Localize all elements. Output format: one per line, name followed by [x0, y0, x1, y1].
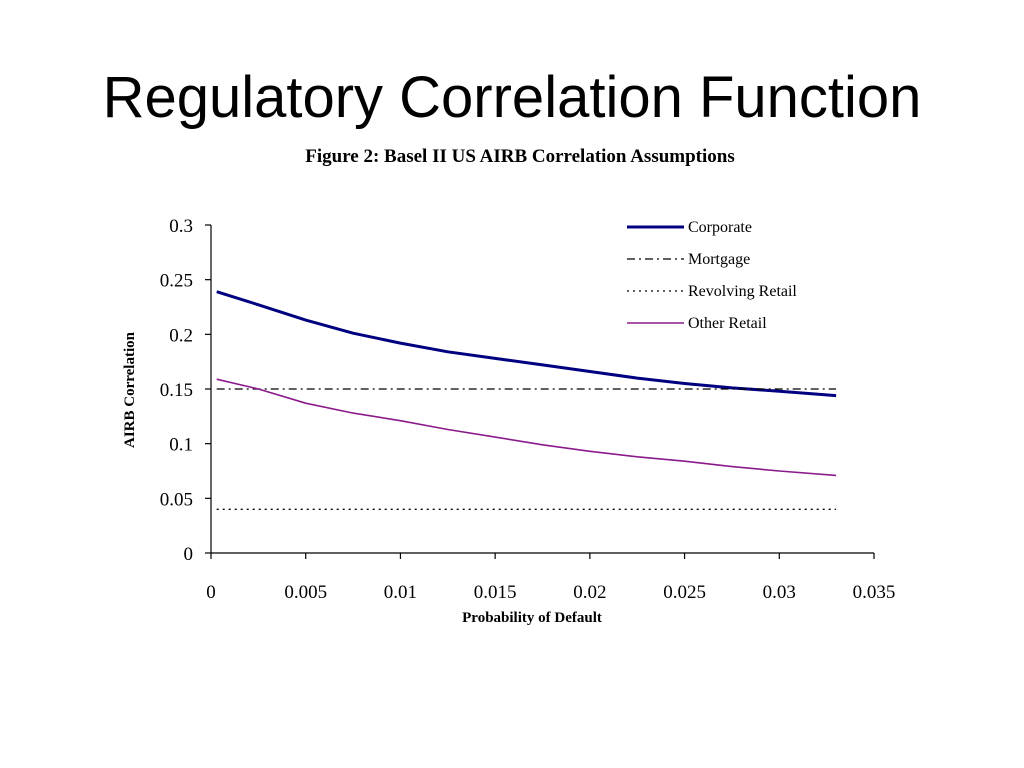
series-line-other-retail: [216, 378, 837, 477]
legend-label-mortgage: Mortgage: [688, 251, 750, 268]
chart-plot-area: [216, 290, 837, 510]
chart-axes: 0 0.05 0.1 0.15 0.2 0.25 0.3 0 0.005 0.01 0.015 0.0…: [160, 216, 896, 603]
x-tick-label: 0.015: [474, 582, 517, 603]
y-tick-label: 0.2: [169, 325, 193, 346]
x-tick-label: 0: [206, 582, 216, 603]
x-tick-label: 0.02: [573, 582, 606, 603]
y-tick-label: 0: [184, 544, 194, 565]
y-tick-label: 0.1: [169, 435, 193, 456]
series-line-corporate: [216, 290, 837, 398]
y-tick-label: 0.05: [160, 489, 193, 510]
y-tick-label: 0.15: [160, 380, 193, 401]
chart-legend: Corporate Mortgage Revolving Retail Other R…: [627, 219, 797, 332]
x-tick-label: 0.035: [853, 582, 896, 603]
legend-label-revolving-retail: Revolving Retail: [688, 283, 797, 300]
x-axis-title: Probability of Default: [462, 610, 602, 626]
chart-title: Figure 2: Basel II US AIRB Correlation A…: [305, 146, 735, 167]
y-tick-label: 0.25: [160, 271, 193, 292]
x-tick-label: 0.01: [384, 582, 417, 603]
x-tick-label: 0.005: [284, 582, 327, 603]
slide-title: Regulatory Correlation Function: [102, 65, 922, 130]
legend-label-other-retail: Other Retail: [688, 315, 767, 332]
y-tick-label: 0.3: [169, 216, 193, 237]
x-tick-label: 0.03: [763, 582, 796, 603]
x-tick-label: 0.025: [663, 582, 706, 603]
legend-label-corporate: Corporate: [688, 219, 752, 236]
y-axis-title: AIRB Correlation: [122, 331, 138, 448]
